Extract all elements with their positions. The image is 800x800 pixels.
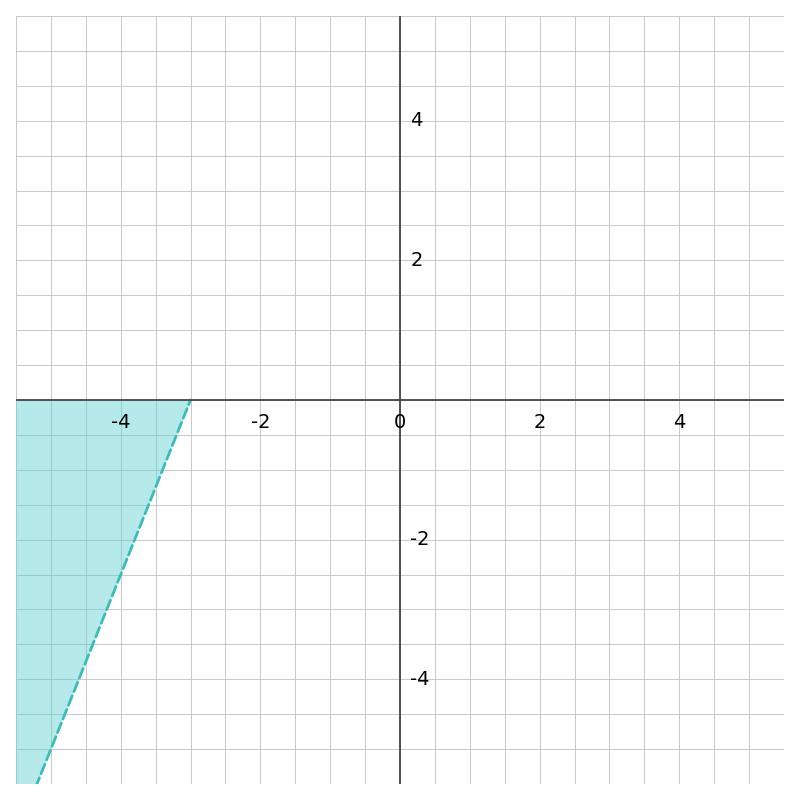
Text: -4: -4 xyxy=(111,413,130,431)
Text: 4: 4 xyxy=(673,413,686,431)
Polygon shape xyxy=(16,400,190,800)
Text: -2: -2 xyxy=(410,530,430,549)
Text: 0: 0 xyxy=(394,413,406,431)
Text: 2: 2 xyxy=(534,413,546,431)
Text: -2: -2 xyxy=(250,413,270,431)
Text: 4: 4 xyxy=(410,111,423,130)
Text: -4: -4 xyxy=(410,670,430,689)
Text: 2: 2 xyxy=(410,251,423,270)
